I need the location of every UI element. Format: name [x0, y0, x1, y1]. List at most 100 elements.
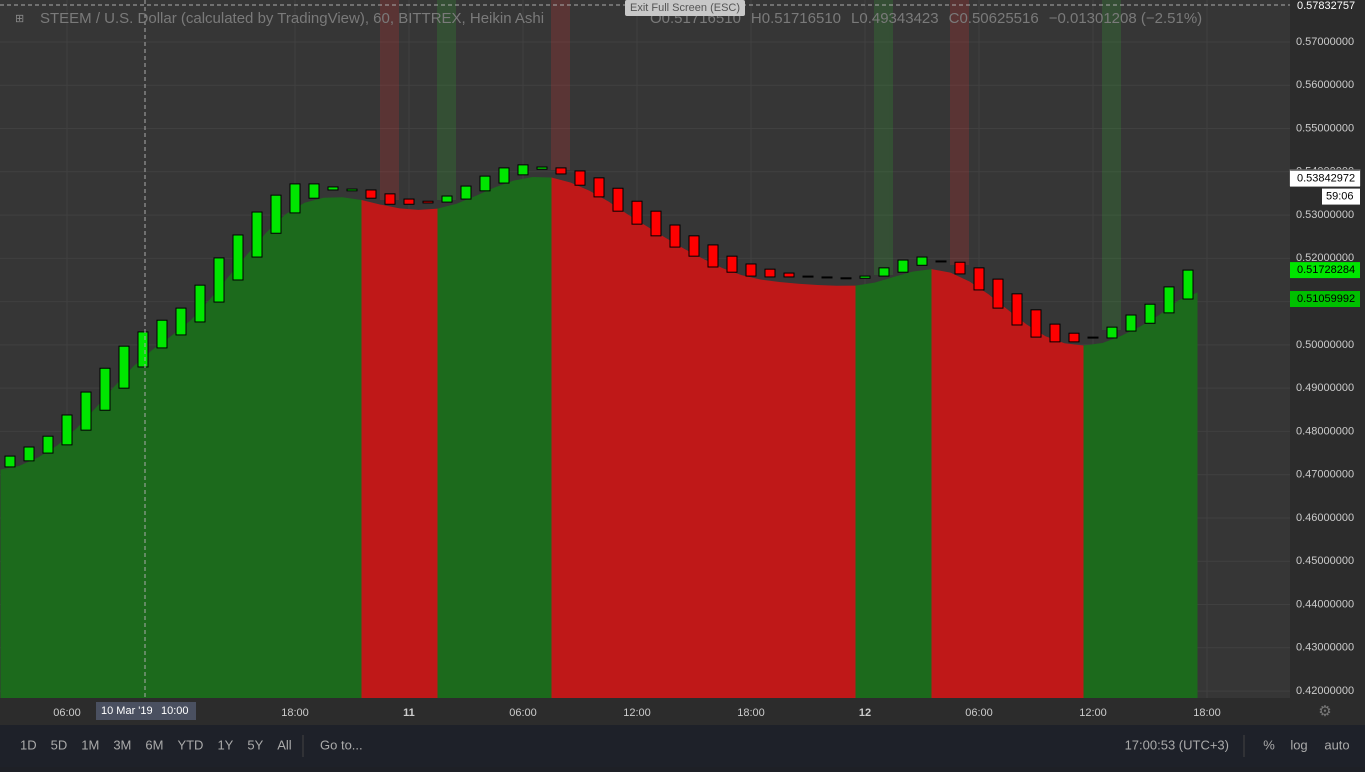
y-tick-label: 0.50000000	[1296, 339, 1354, 351]
trend-area	[418, 208, 438, 699]
candle-body	[80, 391, 92, 431]
trend-area	[95, 386, 115, 698]
range-button[interactable]: All	[277, 737, 292, 752]
range-button[interactable]: 1M	[81, 737, 99, 752]
trend-area	[266, 214, 286, 698]
trend-area	[38, 445, 58, 698]
candle-body	[783, 272, 795, 278]
candle-body	[1049, 323, 1061, 343]
trend-area	[0, 465, 20, 698]
toolbar-bg	[0, 725, 1365, 767]
candle-body	[802, 275, 814, 278]
price-badge-label: 0.51728284	[1297, 264, 1355, 276]
candle-body	[1011, 293, 1023, 326]
candle-body	[669, 224, 681, 248]
trend-area	[608, 201, 628, 699]
trend-area	[513, 176, 533, 698]
candle-body	[479, 175, 491, 192]
range-button[interactable]: 1D	[20, 737, 37, 752]
trend-area	[950, 272, 970, 698]
tooltip[interactable]: Exit Full Screen (ESC)	[630, 2, 740, 14]
trend-area	[304, 197, 324, 698]
candle-body	[517, 164, 529, 176]
range-button[interactable]: 6M	[145, 737, 163, 752]
candle-body	[574, 170, 586, 186]
price-axis-bg	[1290, 0, 1365, 725]
candle-body	[916, 256, 928, 266]
trend-area	[665, 237, 685, 698]
countdown: 59:06	[1326, 190, 1354, 202]
x-tick-label: 06:00	[509, 707, 537, 719]
price-badge-label: 0.53842972	[1297, 172, 1355, 184]
trend-area	[1064, 343, 1084, 698]
candle-body	[137, 331, 149, 368]
scale-option[interactable]: log	[1290, 737, 1307, 752]
candle-body	[99, 367, 111, 411]
candle-body	[213, 257, 225, 303]
trend-area	[684, 249, 704, 699]
candle-body	[954, 261, 966, 275]
candle-body	[973, 267, 985, 291]
y-tick-label: 0.42000000	[1296, 685, 1354, 697]
price-badge	[1290, 170, 1360, 187]
trend-area	[171, 320, 191, 698]
trend-area	[798, 283, 818, 698]
signal	[437, 0, 456, 200]
candle-body	[232, 234, 244, 281]
trend-area	[1026, 324, 1046, 698]
candle-body	[156, 319, 168, 349]
clock: 17:00:53 (UTC+3)	[1125, 737, 1229, 752]
signal	[380, 0, 399, 200]
x-tick-label: 06:00	[965, 707, 993, 719]
candle-body	[365, 189, 377, 199]
goto-button[interactable]: Go to...	[320, 737, 363, 752]
trend-area	[361, 200, 381, 698]
trend-area	[19, 457, 39, 698]
candle-body	[688, 235, 700, 257]
range-button[interactable]: 1Y	[217, 737, 233, 752]
range-button[interactable]: 5Y	[247, 737, 263, 752]
trend-area	[475, 187, 495, 698]
trend-area	[532, 176, 552, 698]
trend-area	[456, 196, 476, 698]
price-badge-label: 0.51059992	[1297, 293, 1355, 305]
icon[interactable]: ⊞	[15, 13, 24, 25]
candle-body	[498, 167, 510, 184]
x-tick-label: 12	[859, 707, 871, 719]
candle-body	[555, 167, 567, 175]
candle-body	[1163, 286, 1175, 314]
candle-body	[1106, 326, 1118, 339]
scale-option[interactable]: auto	[1324, 737, 1349, 752]
trend-area	[247, 232, 267, 698]
candle-body	[289, 183, 301, 214]
range-button[interactable]: 3M	[113, 737, 131, 752]
price-badge	[1290, 291, 1360, 308]
trend-area	[646, 226, 666, 698]
candle-body	[270, 194, 282, 234]
candle-body	[897, 259, 909, 273]
range-button[interactable]: YTD	[177, 737, 203, 752]
trend-area	[722, 268, 742, 698]
trend-area	[551, 177, 571, 698]
range-button[interactable]: 5D	[51, 737, 68, 752]
candle-body	[612, 187, 624, 212]
crosshair-label-bg	[96, 702, 196, 720]
candle-body	[631, 200, 643, 225]
settings-icon[interactable]: ⚙	[1318, 703, 1331, 720]
candle-body	[441, 195, 453, 203]
trend-area	[760, 279, 780, 698]
candle-body	[726, 255, 738, 273]
candle-body	[745, 263, 757, 277]
trend-area	[988, 294, 1008, 698]
candle-body	[194, 284, 206, 323]
signal	[950, 0, 969, 265]
scale-option[interactable]: %	[1263, 737, 1275, 752]
x-tick-label: 06:00	[53, 707, 81, 719]
price-badge	[1290, 262, 1360, 279]
trend-area	[399, 208, 419, 698]
candle-body	[251, 211, 263, 258]
y-tick-label: 0.46000000	[1296, 512, 1354, 524]
trend-area	[855, 282, 875, 698]
y-tick-label: 0.55000000	[1296, 122, 1354, 134]
